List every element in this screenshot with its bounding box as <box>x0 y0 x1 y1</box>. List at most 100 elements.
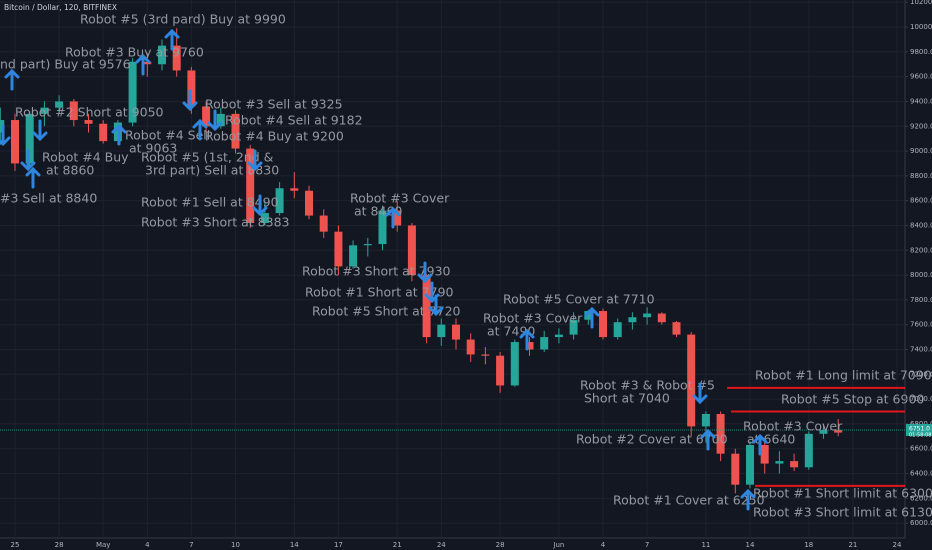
annotation: #3 Sell at 8840 <box>0 191 97 206</box>
level-label: Robot #5 Stop at 6900 <box>781 392 924 407</box>
candle-body <box>319 215 328 232</box>
arrow <box>428 294 444 317</box>
candle-body <box>334 231 343 267</box>
y-tick-label: 6600.0 <box>910 445 932 453</box>
annotation: at 6640 <box>747 432 795 447</box>
candle-body <box>701 413 710 427</box>
candle-body <box>716 413 725 454</box>
last-price-tag <box>906 423 932 436</box>
candle-body <box>569 319 578 335</box>
annotation: Robot #3 Short at 7930 <box>302 264 451 279</box>
annotation: Robot #5 (1st, 2nd & <box>141 150 274 165</box>
candle-body <box>790 461 799 468</box>
annotation: Robot #5 Short at 7720 <box>312 304 461 319</box>
candle-body <box>437 324 446 338</box>
candle-body <box>305 190 313 216</box>
y-tick-label: 9000.0 <box>910 147 932 155</box>
candle-body <box>99 123 108 142</box>
annotation: Robot #1 Sell at 8490 <box>141 195 279 210</box>
candle-body <box>510 342 519 386</box>
candle-body <box>378 210 387 245</box>
y-tick-label: 8600.0 <box>910 197 932 205</box>
x-tick-label: 4 <box>601 541 606 549</box>
x-tick-label: 11 <box>701 541 710 549</box>
x-tick-label: 4 <box>145 541 150 549</box>
arrow <box>135 53 151 76</box>
candle-body <box>290 188 299 191</box>
annotation: Robot #1 Cover at 6250 <box>613 493 765 508</box>
y-tick-label: 8000.0 <box>910 271 932 279</box>
x-tick-label: 24 <box>437 541 446 549</box>
y-tick-label: 10200.0 <box>910 0 932 6</box>
annotation: Short at 7040 <box>584 391 670 406</box>
candle-body <box>643 313 652 318</box>
annotation: nd part) Buy at 9576 <box>0 57 131 72</box>
annotation: Robot #5 Cover at 7710 <box>503 292 655 307</box>
candle-body <box>834 430 843 433</box>
y-tick-label: 7200.0 <box>910 370 932 378</box>
candle-body <box>172 45 181 71</box>
x-tick-label: 18 <box>804 541 813 549</box>
y-tick-label: 6200.0 <box>910 494 932 502</box>
annotation: Robot #3 Sell at 9325 <box>205 97 343 112</box>
x-tick-label: 25 <box>11 541 20 549</box>
annotation: Robot #3 Cover <box>743 419 843 434</box>
arrow <box>4 68 20 91</box>
annotation: Robot #1 Short at 7790 <box>305 285 454 300</box>
candle-body <box>540 337 549 350</box>
countdown-label: 01:58:08 <box>909 432 931 438</box>
arrow <box>417 261 433 284</box>
arrow <box>692 382 708 405</box>
x-tick-label: 10 <box>231 541 240 549</box>
y-tick-label: 8800.0 <box>910 172 932 180</box>
candle-body <box>393 210 402 226</box>
y-tick-label: 9400.0 <box>910 97 932 105</box>
arrow <box>584 306 600 329</box>
last-price-label: 6751.0 <box>909 425 930 432</box>
candle-body <box>158 45 166 65</box>
annotation: Robot #2 Short at 9050 <box>15 105 164 120</box>
candle-body <box>628 317 637 323</box>
candle-body <box>231 113 240 149</box>
annotation: Robot #4 Sell <box>125 128 210 143</box>
arrow <box>25 166 41 189</box>
annotation: at 9063 <box>129 141 177 156</box>
candle-body <box>84 120 93 124</box>
x-tick-label: 14 <box>746 541 755 549</box>
y-tick-label: 7800.0 <box>910 296 932 304</box>
candle-body <box>804 433 813 468</box>
x-tick-label: 7 <box>189 541 193 549</box>
arrow <box>247 149 263 172</box>
x-tick-label: 24 <box>893 541 902 549</box>
candle-body <box>275 188 284 214</box>
level-label: Robot #1 Long limit at 7090 <box>755 368 932 383</box>
annotation: Robot #3 Cover <box>483 311 583 326</box>
candle-body <box>246 148 255 223</box>
annotation: Robot #3 Buy at 9760 <box>65 45 204 60</box>
arrow <box>252 194 268 217</box>
chart-title: Bitcoin / Dollar, 120, BITFINEX <box>4 3 117 12</box>
candle-body <box>525 342 534 350</box>
candle-body <box>613 322 622 338</box>
candle-body <box>69 101 78 121</box>
candle-body <box>128 61 137 123</box>
y-tick-label: 10000.0 <box>910 23 932 31</box>
candle-body <box>760 444 769 464</box>
y-tick-label: 9600.0 <box>910 73 932 81</box>
arrow <box>385 206 401 229</box>
annotation: Robot #3 Cover <box>350 191 450 206</box>
y-tick-label: 8200.0 <box>910 246 932 254</box>
arrow <box>519 328 535 351</box>
arrow <box>32 119 48 142</box>
axes: 6000.0 6200.0 6400.0 6600.0 6800.0 7000.0 7200… <box>11 0 932 549</box>
arrow <box>752 433 768 456</box>
x-tick-label: 21 <box>393 541 402 549</box>
arrow <box>207 109 223 132</box>
x-tick-label: Jun <box>552 541 564 549</box>
candle-body <box>25 113 34 164</box>
annotation: Robot #2 Cover at 6700 <box>576 432 728 447</box>
annotation: Robot #3 Short limit at 6130 <box>753 505 932 520</box>
candle-body <box>349 245 358 267</box>
candle-body <box>819 430 828 434</box>
